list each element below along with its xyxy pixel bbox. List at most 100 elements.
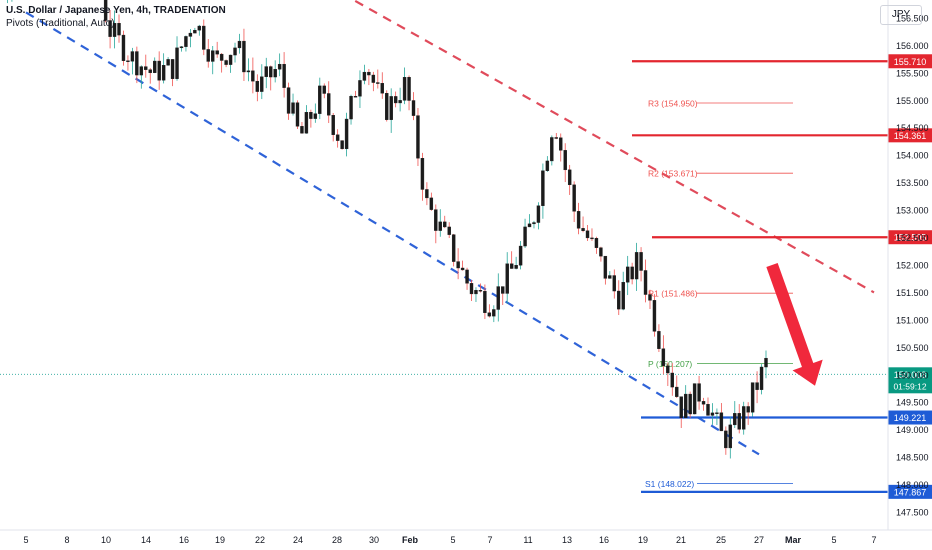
candle-body	[518, 245, 523, 266]
candle-body	[550, 137, 554, 162]
candle-body	[371, 74, 376, 83]
candle-body	[237, 40, 242, 49]
bar-countdown-label: 01:59:12	[893, 381, 926, 391]
candle-body	[639, 252, 643, 271]
candle-body	[358, 80, 362, 97]
chart-title: U.S. Dollar / Japanese Yen, 4h, TRADENAT…	[6, 5, 226, 16]
candle-body	[594, 237, 599, 248]
candle-body	[715, 412, 719, 414]
y-tick-label: 148.000	[896, 480, 929, 490]
candle-body	[353, 95, 358, 98]
y-tick-label: 156.000	[896, 41, 929, 51]
current-price-label: 150.008	[894, 370, 927, 380]
candle-body	[634, 252, 639, 280]
x-tick-label: 11	[523, 535, 532, 545]
x-tick-label: 27	[754, 535, 764, 545]
candle-body	[309, 111, 313, 119]
candle-body	[523, 226, 527, 247]
candle-body	[300, 126, 304, 134]
candle-body	[318, 85, 322, 114]
candle-body	[509, 263, 514, 269]
candle-body	[652, 300, 657, 332]
y-tick-label: 150.500	[896, 343, 929, 353]
candle-body	[625, 266, 630, 283]
x-tick-label: 21	[676, 535, 686, 545]
x-tick-label: 25	[716, 535, 726, 545]
x-tick-label: 5	[831, 535, 836, 545]
candle-body	[648, 294, 652, 301]
candle-body	[228, 54, 233, 65]
y-tick-label: 155.500	[896, 68, 929, 78]
candle-body	[344, 118, 349, 150]
candle-body	[581, 228, 585, 231]
candle-body	[393, 96, 398, 104]
candle-body	[759, 366, 764, 390]
candle-body	[728, 424, 733, 449]
x-tick-label: 13	[562, 535, 572, 545]
candle-body	[407, 77, 411, 101]
candle-body	[572, 184, 576, 212]
candle-body	[585, 230, 590, 239]
candle-body	[559, 137, 563, 151]
candle-body	[683, 393, 688, 418]
candle-body	[251, 70, 255, 82]
candle-body	[750, 382, 755, 413]
candle-body	[692, 383, 697, 415]
y-tick-label: 151.000	[896, 315, 929, 325]
time-axis: 5 8 10 14 16 19 22 24 28 30 Feb 5 7 11 13 16 19 21 25 27 Mar…	[23, 535, 876, 545]
candle-body	[184, 36, 188, 47]
price-level-tag	[888, 54, 932, 69]
candle-body	[701, 401, 706, 405]
y-tick-label: 156.500	[896, 13, 929, 23]
candle-body	[148, 69, 152, 73]
y-tick-label: 148.500	[896, 453, 929, 463]
pivot-label: R3 (154.950)	[648, 98, 698, 108]
price-level-label: 152.505	[894, 233, 927, 243]
candle-body	[202, 25, 206, 50]
price-axis: 158.500158.000157.500157.000156.500156.0…	[0, 0, 932, 531]
candle-body	[661, 348, 666, 367]
y-tick-label: 149.000	[896, 425, 929, 435]
candle-body	[487, 312, 492, 317]
candle-body	[608, 275, 612, 279]
candle-body	[460, 267, 465, 271]
trend-channel	[25, 0, 875, 456]
candle-body	[206, 49, 210, 62]
x-tick-label: 19	[215, 535, 225, 545]
candle-body	[429, 197, 434, 210]
candle-body	[741, 406, 746, 430]
candle-body	[456, 261, 460, 269]
candle-body	[451, 234, 456, 262]
price-level-tag	[888, 230, 932, 245]
candle-body	[139, 66, 144, 76]
indicator-label[interactable]: Pivots (Traditional, Auto)	[6, 18, 115, 29]
y-tick-label: 153.500	[896, 178, 929, 188]
y-tick-label: 154.500	[896, 123, 929, 133]
candle-body	[657, 331, 661, 349]
candle-body	[434, 209, 438, 231]
forecast-arrow-icon	[766, 262, 823, 386]
candle-body	[679, 396, 683, 418]
candle-body	[438, 221, 442, 231]
candle-body	[385, 93, 389, 120]
price-level-tag	[888, 410, 932, 425]
candle-body	[304, 111, 309, 134]
candle-body	[219, 53, 224, 61]
candle-body	[474, 290, 478, 295]
candle-body	[224, 60, 228, 65]
candle-body	[157, 60, 161, 81]
candle-body	[211, 50, 215, 62]
candle-body	[697, 383, 701, 402]
candle-body	[733, 413, 737, 426]
candle-body	[188, 32, 193, 37]
currency-selector[interactable]: JPY	[880, 5, 922, 25]
y-tick-label: 149.500	[896, 398, 929, 408]
y-tick-label: 150.000	[896, 370, 929, 380]
candle-body	[126, 60, 130, 62]
candle-body	[505, 263, 509, 294]
candle-body	[398, 100, 402, 104]
candle-body	[443, 221, 447, 228]
candle-body	[465, 269, 469, 284]
upper-channel-line	[351, 0, 875, 294]
